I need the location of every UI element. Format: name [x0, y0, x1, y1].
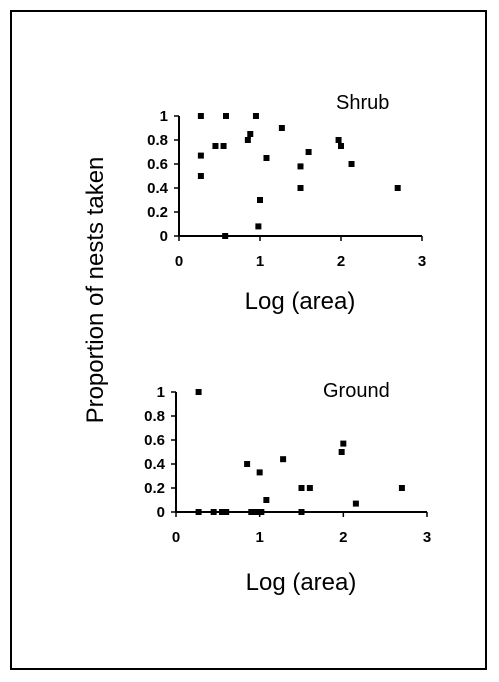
shrub-data-point	[222, 113, 229, 119]
ground-data-point	[298, 509, 305, 515]
shrub-data-point	[197, 173, 204, 179]
ground-data-point	[340, 440, 347, 447]
ground-data-point	[352, 500, 359, 507]
shrub-data-point	[197, 113, 204, 119]
ground-data-point	[338, 449, 345, 455]
shrub-data-point	[335, 137, 342, 143]
ground-data-point	[195, 389, 202, 395]
shrub-data-point	[297, 185, 304, 191]
ground-data-point	[252, 509, 259, 515]
ground-x-tick-label: 2	[339, 529, 347, 546]
shrub-y-tick-label: 0.2	[147, 204, 168, 221]
shrub-data-point	[247, 131, 254, 137]
ground-x-tick-label: 1	[255, 529, 263, 546]
shrub-data-point	[394, 185, 401, 191]
shrub-data-point	[278, 125, 285, 131]
ground-x-axis-title: Log (area)	[246, 569, 357, 596]
shrub-data-point	[222, 233, 229, 239]
shrub-x-tick-label: 3	[418, 253, 426, 270]
shrub-y-tick-label: 1	[160, 108, 168, 125]
shrub-y-tick-label: 0.8	[147, 132, 168, 149]
ground-data-point	[258, 509, 265, 515]
ground-panel-label: Ground	[323, 380, 390, 402]
shrub-data-point	[263, 155, 270, 161]
shrub-data-point	[197, 152, 204, 159]
ground-y-tick-label: 0.4	[144, 456, 166, 473]
shrub-data-point	[252, 113, 259, 119]
ground-y-tick-label: 0.6	[144, 432, 165, 449]
shrub-data-point	[220, 143, 227, 149]
ground-y-tick-label: 0.8	[144, 408, 165, 425]
shrub-data-point	[212, 143, 219, 149]
shrub-data-point	[255, 223, 262, 230]
shrub-x-tick-label: 1	[256, 253, 264, 270]
shrub-panel-label: Shrub	[336, 92, 389, 114]
shrub-data-point	[257, 197, 263, 203]
ground-y-tick-label: 1	[157, 384, 165, 401]
shrub-data-point	[244, 137, 251, 143]
ground-data-point	[195, 509, 202, 515]
ground-data-point	[248, 509, 255, 515]
ground-data-point	[244, 461, 251, 467]
ground-data-point	[223, 509, 230, 515]
shrub-data-point	[348, 161, 355, 167]
figure-frame	[10, 10, 487, 670]
ground-x-tick-label: 3	[423, 529, 431, 546]
shrub-data-point	[338, 143, 344, 149]
ground-x-tick-label: 0	[172, 529, 180, 546]
shrub-data-point	[297, 163, 304, 170]
ground-data-point	[306, 485, 313, 491]
shrub-x-tick-label: 2	[337, 253, 345, 270]
ground-data-point	[298, 485, 305, 491]
ground-data-point	[256, 469, 263, 476]
shrub-y-tick-label: 0	[160, 228, 168, 245]
shrub-y-tick-label: 0.6	[147, 156, 168, 173]
shrub-data-point	[305, 149, 312, 155]
ground-data-point	[210, 509, 217, 515]
shrub-x-axis-title: Log (area)	[245, 288, 356, 315]
ground-y-tick-label: 0	[157, 504, 165, 521]
ground-data-point	[219, 509, 226, 515]
ground-y-tick-label: 0.2	[144, 480, 165, 497]
ground-data-point	[280, 456, 287, 463]
ground-data-point	[263, 497, 270, 503]
shrub-y-tick-label: 0.4	[147, 180, 169, 197]
ground-data-point	[398, 485, 405, 491]
shrub-x-tick-label: 0	[175, 253, 183, 270]
